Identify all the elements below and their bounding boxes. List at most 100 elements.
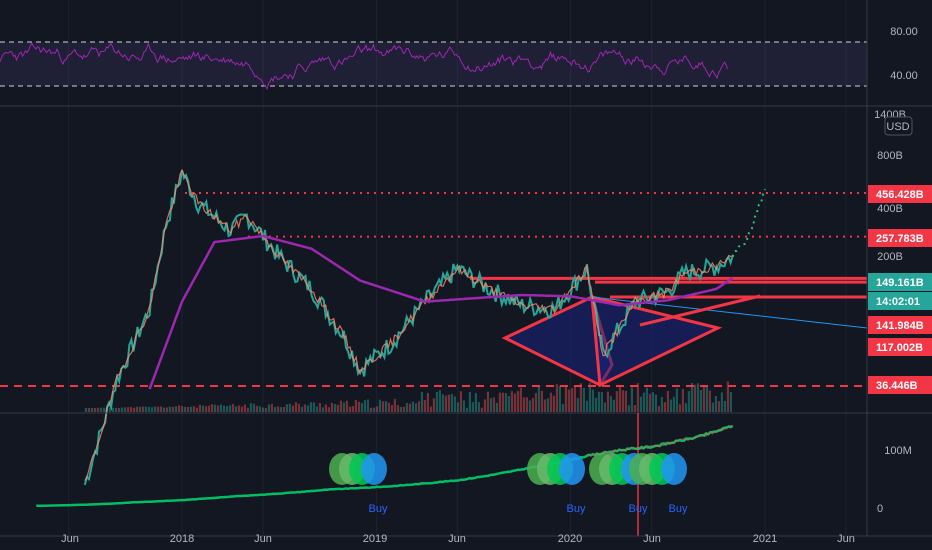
volume-bar	[198, 404, 201, 412]
volume-bar	[549, 392, 552, 412]
x-tick-label: Jun	[254, 533, 272, 545]
volume-bar	[234, 406, 237, 412]
time-axis[interactable]: Jun 2018 Jun 2019 Jun 2020 Jun 2021 Jun	[61, 533, 855, 545]
volume-bar	[669, 399, 672, 412]
volume-bar	[213, 404, 216, 412]
volume-bar	[414, 403, 417, 412]
volume-bar	[384, 401, 387, 412]
volume-bar	[369, 407, 372, 412]
price-tick-label: 200B	[877, 251, 903, 263]
volume-bar	[651, 392, 654, 412]
volume-bar	[633, 405, 636, 412]
volume-bar	[378, 399, 381, 412]
price-tag-label: 456.428B	[876, 189, 924, 201]
buy-signal-icon	[527, 453, 585, 485]
price-tag-label: 141.984B	[876, 320, 924, 332]
volume-bar	[645, 387, 648, 412]
volume-bar	[195, 407, 198, 412]
obv-pane[interactable]: Buy Buy Buy Buy	[36, 413, 734, 536]
price-level-tags: 456.428B 257.783B 149.161B 14:02:01 141.…	[868, 185, 932, 394]
volume-bar	[489, 398, 492, 412]
volume-bar	[483, 399, 486, 412]
volume-bar	[108, 407, 111, 412]
volume-bar	[663, 402, 666, 412]
obv-signal-line	[586, 425, 733, 457]
volume-bar	[603, 402, 606, 412]
volume-bar	[297, 403, 300, 412]
volume-bar	[264, 407, 267, 412]
volume-bar	[687, 391, 690, 412]
volume-bar	[144, 406, 147, 412]
moving-average-line	[148, 234, 734, 390]
obv-tick-label: 0	[877, 503, 883, 515]
volume-bar	[690, 383, 693, 412]
volume-bar	[387, 402, 390, 412]
volume-bar	[294, 402, 297, 412]
currency-button-label[interactable]: USD	[886, 121, 909, 133]
volume-bar	[258, 406, 261, 412]
volume-bar	[726, 381, 729, 412]
volume-bar	[621, 390, 624, 412]
volume-bar	[300, 406, 303, 412]
signal-icons: Buy Buy Buy Buy	[329, 453, 688, 515]
x-tick-label: 2020	[558, 533, 582, 545]
volume-bar	[165, 407, 168, 412]
volume-bar	[540, 390, 543, 412]
volume-bar	[627, 405, 630, 412]
volume-bar	[156, 406, 159, 412]
price-tag-label: 149.161B	[876, 277, 924, 289]
volume-bar	[120, 407, 123, 412]
volume-bar	[192, 406, 195, 412]
volume-bar	[510, 391, 513, 412]
volume-bar	[345, 400, 348, 412]
volume-bar	[402, 406, 405, 412]
volume-bar	[159, 406, 162, 412]
volume-bar	[171, 406, 174, 412]
volume-bar	[582, 388, 585, 412]
volume-bar	[417, 401, 420, 412]
volume-bar	[102, 407, 105, 412]
volume-bar	[330, 402, 333, 412]
volume-bar	[312, 402, 315, 412]
volume-bar	[336, 404, 339, 412]
rsi-tick-label: 80.00	[890, 26, 918, 38]
horizontal-levels	[0, 192, 867, 387]
volume-bar	[615, 391, 618, 412]
price-tag-456	[868, 185, 932, 203]
volume-bar	[375, 406, 378, 412]
volume-bar	[453, 396, 456, 412]
volume-bar	[579, 383, 582, 412]
volume-bar	[219, 404, 222, 412]
volume-bar	[117, 408, 120, 412]
volume-bar	[420, 392, 423, 412]
currency-button[interactable]	[884, 116, 913, 136]
volume-bar	[396, 405, 399, 412]
volume-bar	[576, 398, 579, 412]
price-pane[interactable]	[0, 168, 868, 486]
volume-bar	[222, 405, 225, 412]
buy-signal-icon	[329, 453, 387, 485]
volume-bar	[468, 391, 471, 412]
volume-bar	[477, 402, 480, 412]
volume-bar	[225, 406, 228, 412]
volume-bar	[465, 407, 468, 412]
volume-bar	[279, 407, 282, 412]
price-tick-label: 400B	[877, 203, 903, 215]
volume-bar	[339, 400, 342, 412]
rsi-tick-label: 40.00	[890, 70, 918, 82]
rsi-pane[interactable]	[0, 41, 867, 91]
volume-bar	[141, 406, 144, 412]
volume-bar	[642, 392, 645, 412]
volume-bar	[366, 399, 369, 412]
volume-bar	[270, 403, 273, 412]
x-tick-label: 2019	[363, 533, 387, 545]
volume-bar	[411, 401, 414, 412]
price-tag-label: 36.446B	[876, 380, 918, 392]
volume-bar	[486, 391, 489, 412]
x-tick-label: Jun	[61, 533, 79, 545]
volume-bar	[132, 407, 135, 412]
volume-bar	[309, 402, 312, 412]
x-tick-label: Jun	[837, 533, 855, 545]
price-tag-257	[868, 229, 932, 247]
